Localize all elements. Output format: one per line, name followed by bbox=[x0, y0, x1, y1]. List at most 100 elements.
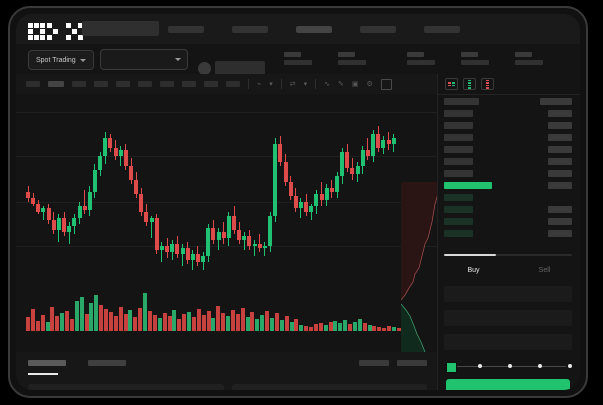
timeframe-button-active[interactable] bbox=[48, 81, 64, 87]
orders-pane-left[interactable] bbox=[28, 384, 224, 390]
ticker-stat bbox=[284, 52, 312, 65]
order-amount-field[interactable] bbox=[444, 310, 572, 326]
logo-glyph-o bbox=[28, 23, 45, 40]
submit-buy-button[interactable] bbox=[446, 379, 570, 390]
pencil-icon[interactable]: ✎ bbox=[338, 80, 344, 88]
volume-bar bbox=[79, 297, 84, 331]
sell-only-view-icon[interactable] bbox=[481, 78, 494, 90]
wave-line-icon[interactable]: ∿ bbox=[324, 80, 330, 88]
orderbook-header bbox=[438, 74, 580, 95]
volume-bar bbox=[265, 311, 270, 331]
orderbook-bid-row[interactable] bbox=[438, 206, 580, 213]
volume-bar bbox=[352, 322, 357, 331]
chevron-down-icon[interactable]: ▾ bbox=[303, 80, 308, 88]
tab-open-orders[interactable] bbox=[28, 360, 66, 366]
volume-bar bbox=[396, 328, 401, 331]
orderbook-ask-row[interactable] bbox=[438, 110, 580, 117]
tab-sell[interactable]: Sell bbox=[538, 267, 551, 274]
orders-action-1[interactable] bbox=[359, 360, 389, 366]
orders-content bbox=[28, 384, 427, 390]
slider-stop-25[interactable] bbox=[478, 363, 483, 368]
orderbook-ask-row[interactable] bbox=[438, 170, 580, 177]
settings-gear-icon[interactable]: ⚙ bbox=[366, 80, 373, 88]
timeframe-button[interactable] bbox=[160, 81, 174, 87]
orderbook-ask-row[interactable] bbox=[438, 122, 580, 129]
timeframe-button[interactable] bbox=[204, 81, 218, 87]
active-tab-underline bbox=[28, 373, 58, 375]
nav-item-5[interactable] bbox=[424, 26, 460, 33]
orderbook-bid-row[interactable] bbox=[438, 194, 580, 201]
orderbook-column-headers[interactable] bbox=[438, 98, 580, 105]
timeframe-button[interactable] bbox=[182, 81, 196, 87]
okx-logo[interactable] bbox=[28, 23, 83, 40]
orderbook-bid-row[interactable] bbox=[438, 218, 580, 225]
tab-order-history[interactable] bbox=[88, 360, 126, 366]
nav-item-4[interactable] bbox=[360, 26, 396, 33]
slider-stop-50[interactable] bbox=[508, 363, 512, 368]
toolbar-divider bbox=[280, 79, 282, 89]
orders-action-2[interactable] bbox=[397, 360, 427, 366]
orders-pane-right[interactable] bbox=[231, 384, 427, 390]
device-frame: Spot Trading bbox=[8, 6, 588, 398]
volume-bar bbox=[270, 318, 274, 331]
volume-bar bbox=[148, 311, 152, 331]
volume-bar bbox=[191, 317, 196, 331]
volume-bar bbox=[211, 318, 216, 331]
nav-item-3[interactable] bbox=[296, 26, 332, 33]
timeframe-button[interactable] bbox=[226, 81, 240, 87]
orderbook-price bbox=[444, 194, 473, 201]
volume-bar bbox=[201, 315, 206, 331]
timeframe-button[interactable] bbox=[72, 81, 86, 87]
volume-bar bbox=[313, 324, 318, 331]
app-screen: Spot Trading bbox=[16, 14, 580, 390]
order-total-field[interactable] bbox=[444, 334, 572, 350]
volume-bar bbox=[40, 315, 45, 331]
timeframe-button[interactable] bbox=[94, 81, 108, 87]
fullscreen-icon[interactable] bbox=[380, 78, 392, 90]
spot-trading-dropdown[interactable]: Spot Trading bbox=[28, 50, 94, 70]
orderbook-amount bbox=[548, 182, 572, 189]
indicator-icon[interactable]: ⌁ bbox=[257, 80, 262, 88]
volume-bar bbox=[260, 315, 265, 331]
timeframe-button[interactable] bbox=[116, 81, 130, 87]
orderbook-ask-row[interactable] bbox=[438, 158, 580, 165]
slider-handle[interactable] bbox=[446, 362, 457, 373]
volume-bar bbox=[221, 313, 226, 331]
trading-pair-select[interactable] bbox=[100, 49, 188, 70]
compare-icon[interactable]: ⇄ bbox=[289, 80, 296, 88]
orderbook-price bbox=[444, 146, 473, 153]
tab-buy[interactable]: Buy bbox=[467, 267, 480, 274]
volume-bar bbox=[65, 311, 70, 331]
order-price-field[interactable] bbox=[444, 286, 572, 302]
volume-bar bbox=[279, 320, 284, 331]
orderbook-price bbox=[444, 110, 473, 117]
chevron-down-icon[interactable]: ▾ bbox=[269, 80, 273, 88]
orders-panel bbox=[16, 352, 437, 390]
buy-only-view-icon[interactable] bbox=[463, 78, 476, 90]
orderbook-last-price-row[interactable] bbox=[438, 182, 580, 189]
volume-bar bbox=[392, 327, 396, 331]
volume-bar bbox=[387, 326, 392, 331]
orderbook-rows[interactable] bbox=[438, 94, 580, 249]
mixed-view-icon[interactable] bbox=[445, 78, 458, 90]
amount-slider[interactable] bbox=[446, 362, 572, 373]
slider-stop-100[interactable] bbox=[567, 363, 572, 368]
orderbook-ask-row[interactable] bbox=[438, 146, 580, 153]
search-input[interactable] bbox=[82, 21, 159, 36]
price-chart[interactable] bbox=[16, 94, 437, 352]
volume-bar bbox=[157, 318, 162, 331]
slider-stop-75[interactable] bbox=[537, 363, 542, 368]
orderbook-scrollbar-thumb[interactable] bbox=[444, 254, 496, 256]
camera-icon[interactable]: ▣ bbox=[351, 80, 359, 88]
volume-bar bbox=[133, 317, 138, 331]
timeframe-button[interactable] bbox=[138, 81, 152, 87]
orderbook-bid-row[interactable] bbox=[438, 230, 580, 237]
volume-bar bbox=[357, 319, 362, 331]
orderbook-panel: Buy Sell bbox=[437, 74, 580, 390]
timeframe-button[interactable] bbox=[26, 81, 40, 87]
orderbook-ask-row[interactable] bbox=[438, 134, 580, 141]
nav-item-1[interactable] bbox=[168, 26, 204, 33]
volume-bar bbox=[167, 316, 172, 331]
ticker-stat bbox=[338, 52, 366, 65]
nav-item-2[interactable] bbox=[232, 26, 268, 33]
